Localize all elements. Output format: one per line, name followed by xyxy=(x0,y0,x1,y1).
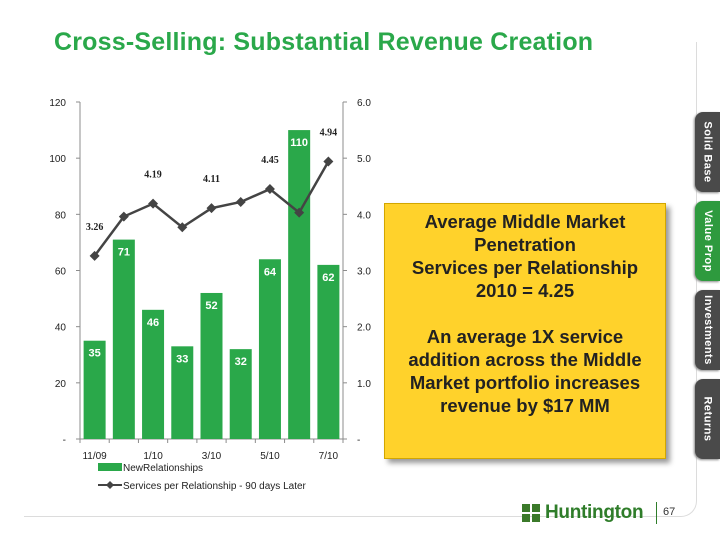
bar xyxy=(171,346,194,439)
bar-value-label: 64 xyxy=(264,266,277,278)
y-right-tick-label: 6.0 xyxy=(357,98,371,109)
bar xyxy=(200,292,223,439)
bar-value-label: 46 xyxy=(147,317,159,329)
y-right-tick-label: 1.0 xyxy=(357,379,371,390)
y-right-tick-label: 3.0 xyxy=(357,267,371,278)
callout-line: Penetration xyxy=(474,234,576,255)
tab-label: Value Prop xyxy=(701,210,714,272)
line-marker xyxy=(118,211,129,222)
bar xyxy=(142,309,165,439)
line-marker xyxy=(323,156,334,167)
y-left-tick-label: 40 xyxy=(55,323,67,334)
tab-returns[interactable]: Returns xyxy=(695,379,720,459)
bar xyxy=(83,340,106,439)
footer-divider xyxy=(656,502,657,524)
bar-value-label: 110 xyxy=(290,137,308,149)
line-marker xyxy=(148,198,159,209)
tab-label: Solid Base xyxy=(701,121,714,183)
y-right-tick-label: 2.0 xyxy=(357,323,371,334)
callout-line: addition across the Middle xyxy=(408,349,642,370)
y-left-tick-label: 60 xyxy=(55,267,67,278)
y-right-tick-label: - xyxy=(357,435,360,446)
y-right-tick-label: 5.0 xyxy=(357,154,371,165)
line-marker xyxy=(235,196,246,207)
tab-label: Returns xyxy=(701,396,714,442)
logo-mark-icon xyxy=(522,504,540,522)
bar xyxy=(229,349,252,439)
callout-line: Average Middle Market xyxy=(424,211,626,232)
bar-value-label: 33 xyxy=(176,353,188,365)
line-value-label: 4.45 xyxy=(261,155,279,166)
logo-text: Huntington xyxy=(545,502,644,523)
y-right-tick-label: 4.0 xyxy=(357,210,371,221)
bar-value-label: 32 xyxy=(235,356,247,368)
callout-line: 2010 = 4.25 xyxy=(475,280,575,301)
line-value-label: 4.11 xyxy=(203,174,220,185)
line-marker xyxy=(206,203,217,214)
tab-label: Investments xyxy=(701,295,714,365)
line-marker xyxy=(177,222,188,233)
huntington-logo: Huntington xyxy=(522,502,644,524)
bar xyxy=(317,264,340,439)
line-value-label: 4.19 xyxy=(144,170,162,181)
x-tick-label: 7/10 xyxy=(319,451,339,462)
legend-swatch-bar xyxy=(98,463,122,471)
tab-solid-base[interactable]: Solid Base xyxy=(695,112,720,192)
x-tick-label: 3/10 xyxy=(202,451,222,462)
x-tick-label: 5/10 xyxy=(260,451,280,462)
callout-line: An average 1X service xyxy=(426,326,624,347)
page-number: 67 xyxy=(663,506,676,518)
slide-frame xyxy=(24,42,697,517)
x-tick-label: 11/09 xyxy=(82,451,107,462)
legend-label: NewRelationships xyxy=(123,463,203,474)
line-value-label: 4.94 xyxy=(320,128,338,139)
x-tick-label: 1/10 xyxy=(143,451,163,462)
bar-value-label: 71 xyxy=(118,247,130,259)
line-marker xyxy=(89,250,100,261)
tab-value-prop[interactable]: Value Prop xyxy=(695,201,720,281)
y-left-tick-label: - xyxy=(63,435,66,446)
y-left-tick-label: 80 xyxy=(55,210,67,221)
legend-marker xyxy=(106,481,114,489)
bar-value-label: 35 xyxy=(88,348,100,360)
callout-line: Services per Relationship xyxy=(411,257,639,278)
legend-label: Services per Relationship - 90 days Late… xyxy=(123,481,307,492)
bar-value-label: 52 xyxy=(205,300,217,312)
bar xyxy=(258,259,281,439)
callout-box: Average Middle Market Penetration Servic… xyxy=(384,203,666,459)
tab-investments[interactable]: Investments xyxy=(695,290,720,370)
y-left-tick-label: 20 xyxy=(55,379,67,390)
y-left-tick-label: 120 xyxy=(49,98,66,109)
callout-spacer xyxy=(385,302,665,325)
bar-value-label: 62 xyxy=(322,272,334,284)
line-marker xyxy=(264,184,275,195)
bar xyxy=(288,130,311,440)
y-left-tick-label: 100 xyxy=(49,154,66,165)
bar xyxy=(112,239,135,439)
callout-line: revenue by $17 MM xyxy=(440,395,610,416)
callout-line: Market portfolio increases xyxy=(409,372,641,393)
line-marker xyxy=(294,207,305,218)
page-title: Cross-Selling: Substantial Revenue Creat… xyxy=(54,28,594,56)
line-value-label: 3.26 xyxy=(86,222,104,233)
